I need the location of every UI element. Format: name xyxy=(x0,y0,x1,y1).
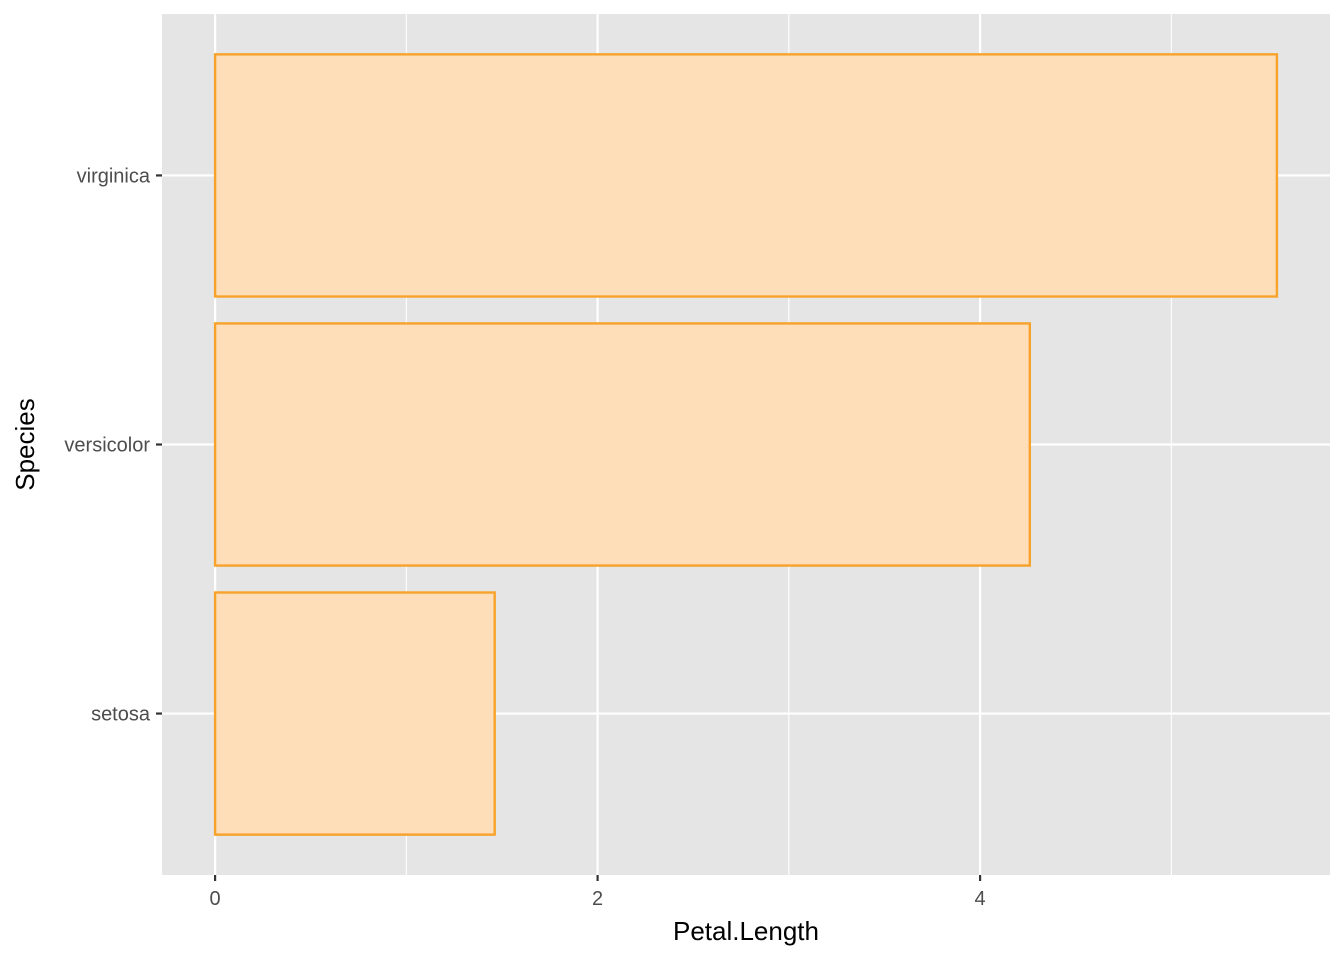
y-axis-title: Species xyxy=(10,398,40,491)
x-axis-title: Petal.Length xyxy=(673,916,819,946)
y-tick-label: versicolor xyxy=(64,435,150,457)
axes: 0 2 4 setosa versicolor virginica xyxy=(64,165,985,910)
x-tick-label: 0 xyxy=(210,888,221,910)
y-tick-label: virginica xyxy=(77,165,151,187)
bar-versicolor xyxy=(213,322,1032,567)
x-tick-label: 4 xyxy=(975,888,986,910)
bar-virginica xyxy=(213,53,1279,298)
y-tick-label: setosa xyxy=(91,704,151,726)
bars xyxy=(213,53,1279,836)
bar-setosa xyxy=(213,591,496,836)
x-tick-label: 2 xyxy=(592,888,603,910)
